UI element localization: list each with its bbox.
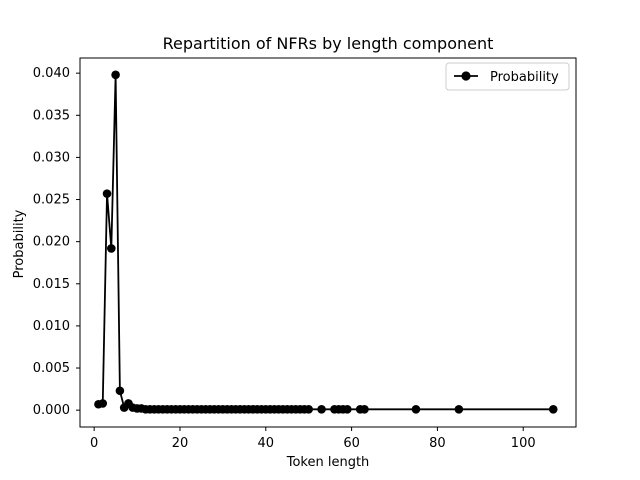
legend-marker-sample <box>461 71 471 81</box>
series-point-probability <box>454 405 464 414</box>
series-point-probability <box>360 405 369 414</box>
y-tick-label: 0.030 <box>33 150 70 165</box>
legend-box <box>445 62 570 91</box>
series-point-probability <box>548 405 558 414</box>
x-tick-label: 20 <box>172 436 189 451</box>
x-tick-label: 0 <box>90 436 98 451</box>
y-tick-label: 0.040 <box>33 66 70 81</box>
series-point-probability <box>317 405 326 414</box>
plot-layer <box>94 70 558 414</box>
x-tick-label: 40 <box>258 436 275 451</box>
y-tick-label: 0.020 <box>33 235 70 250</box>
x-axis-label: Token length <box>286 455 370 470</box>
series-point-probability <box>98 399 108 408</box>
y-tick-label: 0.010 <box>33 319 70 334</box>
axes-layer: 0 20 40 60 80 100 0.000 0.005 0.010 0.015 0.020 0.0… <box>33 57 577 451</box>
series-point-probability <box>304 405 313 414</box>
series-point-probability <box>343 405 352 414</box>
series-point-probability <box>102 189 112 198</box>
y-axis-label: Probability <box>12 209 27 278</box>
x-tick-label: 80 <box>429 436 446 451</box>
plot-frame <box>79 57 577 428</box>
y-tick-label: 0.035 <box>33 108 70 123</box>
x-tick-label: 60 <box>343 436 360 451</box>
series-point-probability <box>107 244 116 253</box>
legend: Probability <box>445 62 570 91</box>
y-tick-label: 0.000 <box>33 403 70 418</box>
y-tick-label: 0.005 <box>33 361 70 376</box>
legend-entry-probability: Probability <box>490 70 559 85</box>
chart-title: Repartition of NFRs by length component <box>163 34 494 53</box>
series-point-probability <box>411 405 421 414</box>
y-tick-label: 0.015 <box>33 277 70 292</box>
y-tick-label: 0.025 <box>33 193 70 208</box>
x-tick-label: 100 <box>511 436 536 451</box>
series-line-probability <box>98 74 554 411</box>
series-point-probability <box>115 386 125 396</box>
series-point-probability <box>111 70 120 80</box>
